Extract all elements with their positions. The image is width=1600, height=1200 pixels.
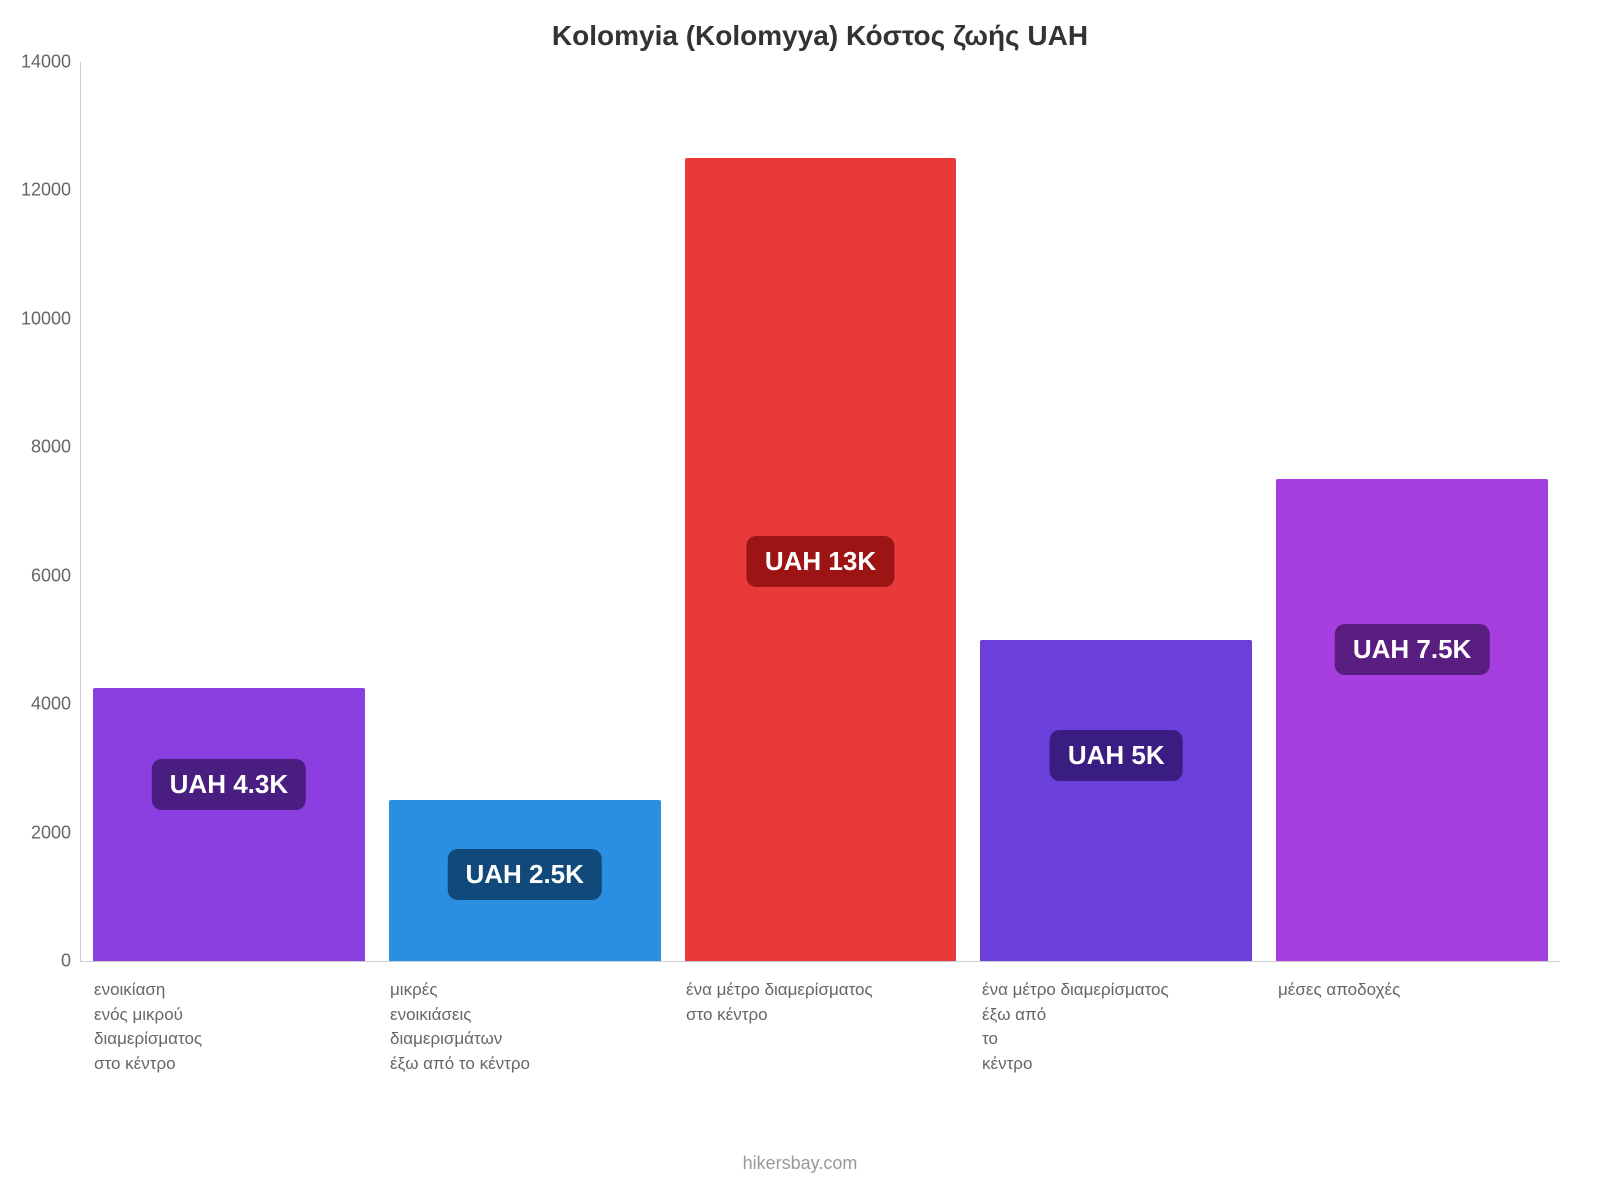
x-tick-label: ένα μέτρο διαμερίσματοςστο κέντρο xyxy=(672,978,968,1077)
bar-value-label: UAH 7.5K xyxy=(1335,624,1489,675)
bar-value-label: UAH 2.5K xyxy=(447,849,601,900)
x-tick-label: ένα μέτρο διαμερίσματοςέξω απότοκέντρο xyxy=(968,978,1264,1077)
bar-value-label: UAH 4.3K xyxy=(152,759,306,810)
bar-value-label: UAH 5K xyxy=(1050,730,1183,781)
x-tick-label: μέσες αποδοχές xyxy=(1264,978,1560,1077)
bars-row: UAH 4.3K UAH 2.5K UAH 13K UAH 5K UAH 7.5K xyxy=(81,62,1560,961)
y-tick-label: 10000 xyxy=(11,308,71,329)
bar: UAH 4.3K xyxy=(93,688,365,961)
y-tick-label: 12000 xyxy=(11,180,71,201)
chart-container: Kolomyia (Kolomyya) Κόστος ζωής UAH 0200… xyxy=(80,20,1560,1140)
bar-slot: UAH 13K xyxy=(673,62,969,961)
bar: UAH 5K xyxy=(980,640,1252,961)
y-tick-label: 8000 xyxy=(11,437,71,458)
chart-title: Kolomyia (Kolomyya) Κόστος ζωής UAH xyxy=(80,20,1560,52)
x-tick-label: ενοικίασηενός μικρούδιαμερίσματοςστο κέν… xyxy=(80,978,376,1077)
bar-slot: UAH 4.3K xyxy=(81,62,377,961)
bar-slot: UAH 2.5K xyxy=(377,62,673,961)
bar: UAH 13K xyxy=(685,158,957,961)
y-tick-label: 0 xyxy=(11,951,71,972)
bar-slot: UAH 7.5K xyxy=(1264,62,1560,961)
y-tick-label: 2000 xyxy=(11,822,71,843)
plot-area: 02000400060008000100001200014000 UAH 4.3… xyxy=(80,62,1560,962)
y-tick-label: 6000 xyxy=(11,565,71,586)
y-tick-label: 4000 xyxy=(11,694,71,715)
y-axis: 02000400060008000100001200014000 xyxy=(11,62,71,961)
bar-slot: UAH 5K xyxy=(968,62,1264,961)
bar: UAH 7.5K xyxy=(1276,479,1548,961)
bar-value-label: UAH 13K xyxy=(747,536,894,587)
y-tick-label: 14000 xyxy=(11,52,71,73)
x-axis-labels: ενοικίασηενός μικρούδιαμερίσματοςστο κέν… xyxy=(80,962,1560,1077)
x-tick-label: μικρέςενοικιάσειςδιαμερισμάτωνέξω από το… xyxy=(376,978,672,1077)
attribution-text: hikersbay.com xyxy=(0,1153,1600,1174)
bar: UAH 2.5K xyxy=(389,800,661,961)
